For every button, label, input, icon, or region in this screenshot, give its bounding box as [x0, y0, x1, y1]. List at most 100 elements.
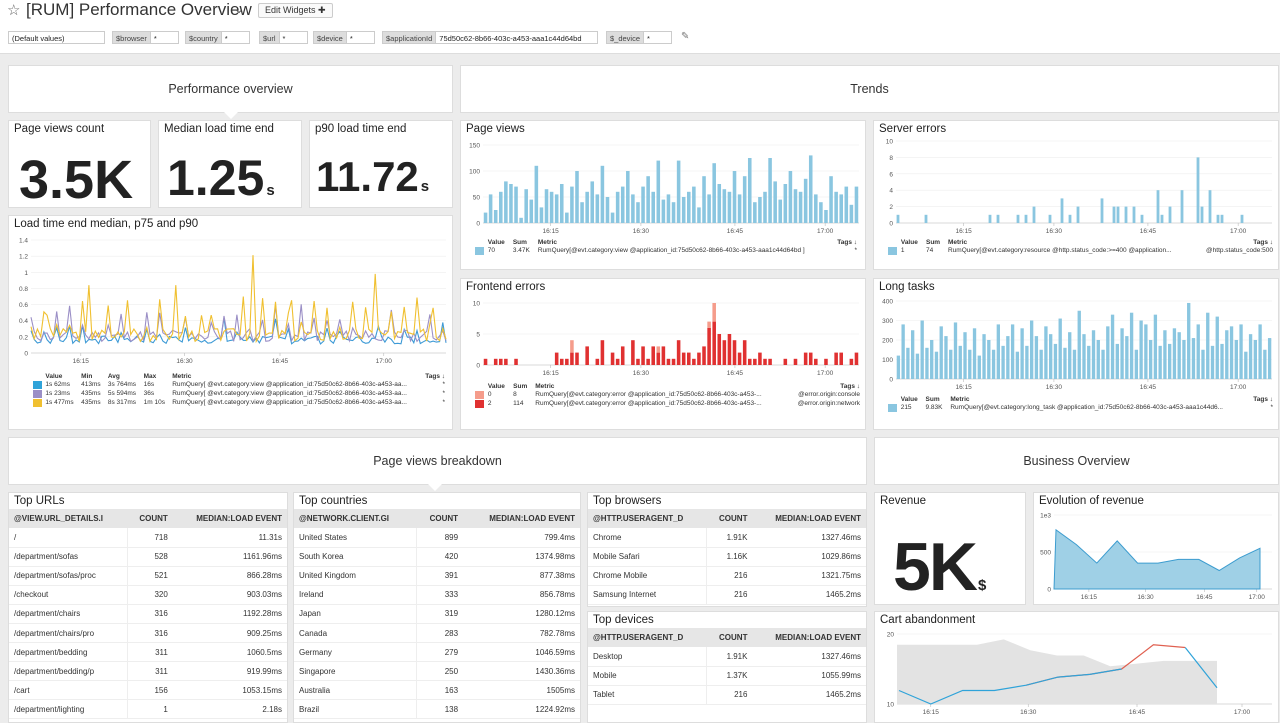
table-row[interactable]: Mobile 1.37K 1055.99ms [588, 666, 866, 686]
legend-row[interactable]: 2 114 RumQuery[@evt.category:error @applic… [475, 399, 863, 408]
column-header[interactable]: @HTTP.USERAGENT_D [588, 628, 707, 647]
template-var-applicationid[interactable]: $applicationId 75d50c62-8b66-403c-a453-aa… [382, 31, 599, 44]
table-row[interactable]: /department/sofas/proc 521 866.28ms [9, 566, 287, 586]
group-trends: Trends [460, 65, 1279, 113]
table-row[interactable]: Desktop 1.91K 1327.46ms [588, 647, 866, 667]
widget-frontend-errors-chart[interactable]: Frontend errors 0 5 10 16:15 16:30 16:45 17:00… [460, 278, 866, 430]
table-cell: Brazil [294, 699, 417, 720]
saved-view-select[interactable]: (Default values) [8, 31, 105, 44]
legend-row[interactable]: 0 8 RumQuery[@evt.category:error @applicat… [475, 390, 863, 399]
y-tick-label: 0 [889, 377, 893, 384]
table-row[interactable]: Germany 279 1046.59ms [294, 642, 580, 663]
table-row[interactable]: Brazil 138 1224.92ms [294, 699, 580, 720]
template-var-device2[interactable]: $_device * [606, 31, 673, 44]
widget-top-devices[interactable]: Top devices @HTTP.USERAGENT_D COUNT MEDIAN… [587, 611, 867, 723]
widget-top-countries[interactable]: Top countries @NETWORK.CLIENT.GI COUNT MED… [293, 492, 581, 723]
column-header[interactable]: COUNT [416, 509, 464, 528]
table-row[interactable]: United Kingdom 391 877.38ms [294, 566, 580, 586]
table-row[interactable]: /department/chairs/pro 316 909.25ms [9, 623, 287, 644]
column-header[interactable]: MEDIAN:LOAD EVENT [172, 509, 287, 528]
table-row[interactable]: Ireland 333 856.78ms [294, 585, 580, 605]
template-var-url[interactable]: $url * [259, 31, 308, 44]
legend-row[interactable]: 1 74 RumQuery[@evt.category:resource @http… [888, 246, 1276, 255]
table-row[interactable]: /department/lighting 1 2.18s [9, 699, 287, 720]
column-header[interactable]: MEDIAN:LOAD EVENT [752, 628, 866, 647]
widget-top-browsers[interactable]: Top browsers @HTTP.USERAGENT_D COUNT MEDIA… [587, 492, 867, 607]
legend-row[interactable]: 1s 23ms 435ms 5s 594ms 36s RumQuery[ @evt.ca… [33, 389, 448, 398]
edit-widgets-button[interactable]: Edit Widgets ✚ [258, 3, 333, 18]
widget-long-tasks-chart[interactable]: Long tasks 0 100 200 300 400 16:15 16:30 16:45 1… [873, 278, 1279, 430]
table-cell: 1280.12ms [463, 604, 580, 624]
bar [631, 194, 635, 223]
y-tick-label: 1 [24, 270, 28, 277]
table-row[interactable]: United States 899 799.4ms [294, 528, 580, 548]
column-header[interactable]: COUNT [706, 509, 753, 528]
table-row[interactable]: Chrome Mobile 216 1321.75ms [588, 566, 866, 586]
table-row[interactable]: Canada 283 782.78ms [294, 623, 580, 644]
widget-page-views-count[interactable]: Page views count 3.5K [8, 120, 151, 210]
bar [570, 352, 574, 365]
bar [1206, 312, 1210, 379]
bar [824, 210, 828, 223]
y-tick-label: 2 [889, 204, 893, 211]
legend-row[interactable]: 215 9.83K RumQuery[@evt.category:long_task… [888, 403, 1276, 412]
table-cell: Samsung Internet [588, 585, 708, 605]
bar [1091, 330, 1096, 379]
column-header[interactable]: MEDIAN:LOAD EVENT [752, 509, 866, 528]
bar [483, 212, 488, 223]
widget-evolution-of-revenue[interactable]: Evolution of revenue 0 500 1e3 16:15 16:30 16… [1033, 492, 1279, 605]
table-row[interactable]: /department/bedding/p 311 919.99ms [9, 661, 287, 682]
widget-top-urls[interactable]: Top URLs @VIEW.URL_DETAILS.I COUNT MEDIAN:… [8, 492, 288, 723]
column-header[interactable]: @NETWORK.CLIENT.GI [294, 509, 417, 528]
widget-revenue[interactable]: Revenue 5K $ [874, 492, 1026, 605]
chevron-down-icon[interactable]: ⌄ [234, 2, 245, 16]
column-header[interactable]: COUNT [127, 509, 173, 528]
table-row[interactable]: Tablet 216 1465.2ms [588, 685, 866, 705]
table-row[interactable]: /cart 156 1053.15ms [9, 680, 287, 701]
bar [595, 358, 600, 365]
bar [753, 202, 757, 223]
bar [1172, 328, 1177, 379]
column-header[interactable]: @VIEW.URL_DETAILS.I [9, 509, 127, 528]
bar [1196, 157, 1200, 223]
table-cell: United States [294, 528, 417, 548]
table-row[interactable]: /department/bedding 311 1060.5ms [9, 642, 287, 663]
table-row[interactable]: /department/sofas 528 1161.96ms [9, 547, 287, 567]
pencil-icon[interactable]: ✎ [681, 31, 690, 42]
dashboard-title: [RUM] Performance Overview [26, 0, 252, 19]
column-header[interactable]: @HTTP.USERAGENT_D [588, 509, 707, 528]
widget-cart-abandonment[interactable]: Cart abandonment 10 20 16:15 16:30 16:45 17:0… [874, 611, 1279, 723]
table-row[interactable]: /department/chairs 316 1192.28ms [9, 604, 287, 624]
widget-median-load-time[interactable]: Median load time end 1.25 s [158, 120, 302, 208]
widget-page-views-chart[interactable]: Page views 0 50 100 150 16:15 16:30 16:45 17:00… [460, 120, 866, 270]
legend-row[interactable]: 1s 62ms 413ms 3s 764ms 16s RumQuery[ @evt.ca… [33, 380, 448, 389]
star-icon[interactable]: ☆ [7, 2, 21, 19]
column-header[interactable]: COUNT [706, 628, 753, 647]
table-row[interactable]: /718 11.31s [9, 528, 287, 548]
bar [915, 353, 920, 379]
table-row[interactable]: /checkout 320 903.03ms [9, 585, 287, 605]
table-row[interactable]: Japan 319 1280.12ms [294, 604, 580, 624]
template-var-device[interactable]: $device * [313, 31, 375, 44]
table-row[interactable]: Chrome 1.91K 1327.46ms [588, 528, 866, 548]
legend-swatch [475, 399, 484, 408]
bar [499, 358, 503, 365]
bar [1010, 324, 1015, 379]
bar [1020, 328, 1024, 379]
bar [737, 194, 742, 223]
table-row[interactable]: Singapore 250 1430.36ms [294, 661, 580, 682]
table-cell: South Korea [294, 547, 417, 567]
table-row[interactable]: Mobile Safari 1.16K 1029.86ms [588, 547, 866, 567]
widget-server-errors-chart[interactable]: Server errors 0 2 4 6 8 10 16:15 16:30 16:45 17:0… [873, 120, 1279, 270]
bar [554, 352, 559, 365]
column-header[interactable]: MEDIAN:LOAD EVENT [463, 509, 580, 528]
widget-p90-load-time[interactable]: p90 load time end 11.72 s [309, 120, 453, 208]
table-row[interactable]: South Korea 420 1374.98ms [294, 547, 580, 567]
template-var-browser[interactable]: $browser * [112, 31, 179, 44]
table-row[interactable]: Samsung Internet 216 1465.2ms [588, 585, 866, 605]
table-row[interactable]: Australia 163 1505ms [294, 680, 580, 701]
legend-row[interactable]: 1s 477ms 435ms 8s 317ms 1m 10s RumQuery[ @ev… [33, 398, 448, 407]
template-var-country[interactable]: $country * [185, 31, 250, 44]
legend-row[interactable]: 70 3.47K RumQuery[@evt.category:view @appl… [475, 246, 860, 255]
widget-load-time-chart[interactable]: Load time end median, p75 and p90 0 0.2 0.… [8, 215, 453, 430]
